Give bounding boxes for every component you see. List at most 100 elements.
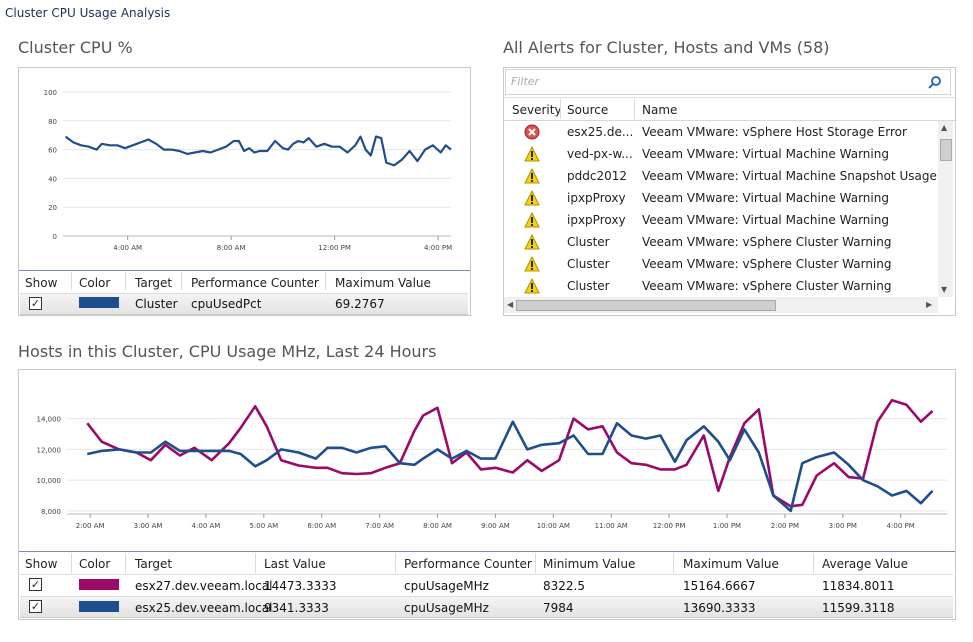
alert-name: Veeam VMware: vSphere Cluster Warning <box>642 235 892 249</box>
x-tick-label: 3:00 PM <box>829 522 857 530</box>
y-tick-label: 40 <box>48 175 57 183</box>
target-cell: esx27.dev.veeam.local <box>135 579 273 593</box>
x-tick-label: 12:00 PM <box>318 244 351 252</box>
x-tick-label: 4:00 AM <box>113 244 142 252</box>
alerts-list: esx25.de... Veeam VMware: vSphere Host St… <box>504 121 938 297</box>
y-tick-label: 12,000 <box>37 446 62 454</box>
col-source[interactable]: Source <box>567 103 609 117</box>
table-row[interactable] <box>20 596 953 618</box>
scroll-up-arrow[interactable]: ▲ <box>941 123 948 132</box>
table-row[interactable] <box>20 293 468 315</box>
warning-icon <box>524 146 540 162</box>
x-tick-label: 4:00 PM <box>887 522 915 530</box>
alert-row[interactable]: Cluster Veeam VMware: vSphere Cluster War… <box>504 253 934 275</box>
x-tick-label: 9:00 AM <box>481 522 510 530</box>
target-cell: esx25.dev.veeam.local <box>135 601 273 615</box>
alert-row[interactable]: ipxpProxy Veeam VMware: Virtual Machine W… <box>504 209 934 231</box>
y-tick-label: 20 <box>48 204 57 212</box>
table-row[interactable] <box>20 574 953 596</box>
x-tick-label: 4:00 PM <box>424 244 452 252</box>
last-value-cell: 9341.3333 <box>264 601 329 615</box>
alert-row[interactable]: Cluster Veeam VMware: vSphere Cluster War… <box>504 231 934 253</box>
warning-icon <box>524 234 540 250</box>
col-minimum-value[interactable]: Minimum Value <box>543 557 636 571</box>
y-tick-label: 14,000 <box>37 416 62 424</box>
col-name[interactable]: Name <box>642 103 678 117</box>
x-tick-label: 8:00 AM <box>217 244 246 252</box>
x-tick-label: 5:00 AM <box>249 522 278 530</box>
show-checkbox[interactable]: ✓ <box>29 297 42 310</box>
alerts-panel: Filter Severity Source Name esx25.de... V… <box>503 67 956 316</box>
counter-cell: cpuUsageMHz <box>404 601 489 615</box>
window-title: Cluster CPU Usage Analysis <box>5 6 171 20</box>
alerts-title: All Alerts for Cluster, Hosts and VMs (5… <box>503 38 830 57</box>
counter-cell: cpuUsedPct <box>191 297 262 311</box>
col-average-value[interactable]: Average Value <box>822 557 909 571</box>
color-swatch <box>79 601 119 612</box>
hosts-panel: 8,000 10,000 12,000 14,000 2:00 AM 3:00 AM 4:0… <box>18 369 956 620</box>
counter-cell: cpuUsageMHz <box>404 579 489 593</box>
y-tick-label: 80 <box>48 118 57 126</box>
alert-name: Veeam VMware: vSphere Cluster Warning <box>642 279 892 293</box>
col-last-value[interactable]: Last Value <box>264 557 326 571</box>
alert-row[interactable]: ved-px-w... Veeam VMware: Virtual Machine… <box>504 143 934 165</box>
x-tick-label: 12:00 PM <box>653 522 686 530</box>
col-color[interactable]: Color <box>79 557 111 571</box>
alert-source: ved-px-w... <box>567 147 632 161</box>
scroll-left-arrow[interactable]: ◀ <box>507 300 514 309</box>
alert-source: esx25.de... <box>567 125 632 139</box>
scroll-right-arrow[interactable]: ▶ <box>926 300 933 309</box>
col-target[interactable]: Target <box>135 557 173 571</box>
scroll-down-arrow[interactable]: ▼ <box>941 285 948 294</box>
x-tick-label: 2:00 AM <box>76 522 105 530</box>
alert-source: Cluster <box>567 257 610 271</box>
hosts-cpu-chart: 8,000 10,000 12,000 14,000 2:00 AM 3:00 AM 4:0… <box>37 398 947 530</box>
vertical-scrollbar[interactable]: ▲ ▼ <box>938 121 953 297</box>
show-checkbox[interactable]: ✓ <box>29 600 42 613</box>
x-tick-label: 6:00 AM <box>307 522 336 530</box>
col-show[interactable]: Show <box>25 276 58 290</box>
max-value-cell: 13690.3333 <box>683 601 756 615</box>
alert-row[interactable]: pddc2012 Veeam VMware: Virtual Machine Sn… <box>504 165 938 187</box>
alert-row[interactable]: ipxpProxy Veeam VMware: Virtual Machine W… <box>504 187 934 209</box>
avg-value-cell: 11599.3118 <box>822 601 895 615</box>
warning-icon <box>524 212 540 228</box>
col-show[interactable]: Show <box>25 557 58 571</box>
alert-source: Cluster <box>567 279 610 293</box>
col-maximum-value[interactable]: Maximum Value <box>335 276 431 290</box>
alert-source: Cluster <box>567 235 610 249</box>
filter-input[interactable]: Filter <box>505 69 951 95</box>
alert-row[interactable]: esx25.de... Veeam VMware: vSphere Host St… <box>504 121 934 143</box>
col-severity[interactable]: Severity <box>512 103 562 117</box>
alert-source: ipxpProxy <box>567 191 626 205</box>
warning-icon <box>524 168 540 184</box>
col-color[interactable]: Color <box>79 276 111 290</box>
x-tick-label: 4:00 AM <box>192 522 221 530</box>
cluster-cpu-chart: 0 20 40 60 80 100 4:00 AM 8:00 AM 12:00 PM 4:00 P… <box>44 89 453 252</box>
col-target[interactable]: Target <box>135 276 173 290</box>
cluster-cpu-panel: 0 20 40 60 80 100 4:00 AM 8:00 AM 12:00 PM 4:00 P… <box>18 67 471 316</box>
scrollbar-thumb[interactable] <box>940 139 952 161</box>
alert-source: pddc2012 <box>567 169 627 183</box>
scrollbar-thumb-h[interactable] <box>516 300 776 311</box>
alert-name: Veeam VMware: vSphere Cluster Warning <box>642 257 892 271</box>
warning-icon <box>524 278 540 294</box>
col-performance-counter[interactable]: Performance Counter <box>404 557 532 571</box>
show-checkbox[interactable]: ✓ <box>29 578 42 591</box>
y-tick-label: 8,000 <box>41 508 61 516</box>
hosts-title: Hosts in this Cluster, CPU Usage MHz, La… <box>18 342 437 361</box>
target-cell: Cluster <box>135 297 178 311</box>
col-maximum-value[interactable]: Maximum Value <box>683 557 779 571</box>
cluster-cpu-title: Cluster CPU % <box>18 38 133 57</box>
warning-icon <box>524 256 540 272</box>
x-tick-label: 2:00 PM <box>771 522 799 530</box>
y-tick-label: 60 <box>48 147 57 155</box>
x-tick-label: 8:00 AM <box>423 522 452 530</box>
search-icon[interactable] <box>928 75 942 89</box>
alert-name: Veeam VMware: Virtual Machine Snapshot U… <box>642 169 938 183</box>
last-value-cell: 14473.3333 <box>264 579 337 593</box>
col-performance-counter[interactable]: Performance Counter <box>191 276 319 290</box>
max-value-cell: 69.2767 <box>335 297 385 311</box>
alert-row[interactable]: Cluster Veeam VMware: vSphere Cluster War… <box>504 275 934 297</box>
horizontal-scrollbar[interactable]: ◀ ▶ <box>504 297 938 313</box>
